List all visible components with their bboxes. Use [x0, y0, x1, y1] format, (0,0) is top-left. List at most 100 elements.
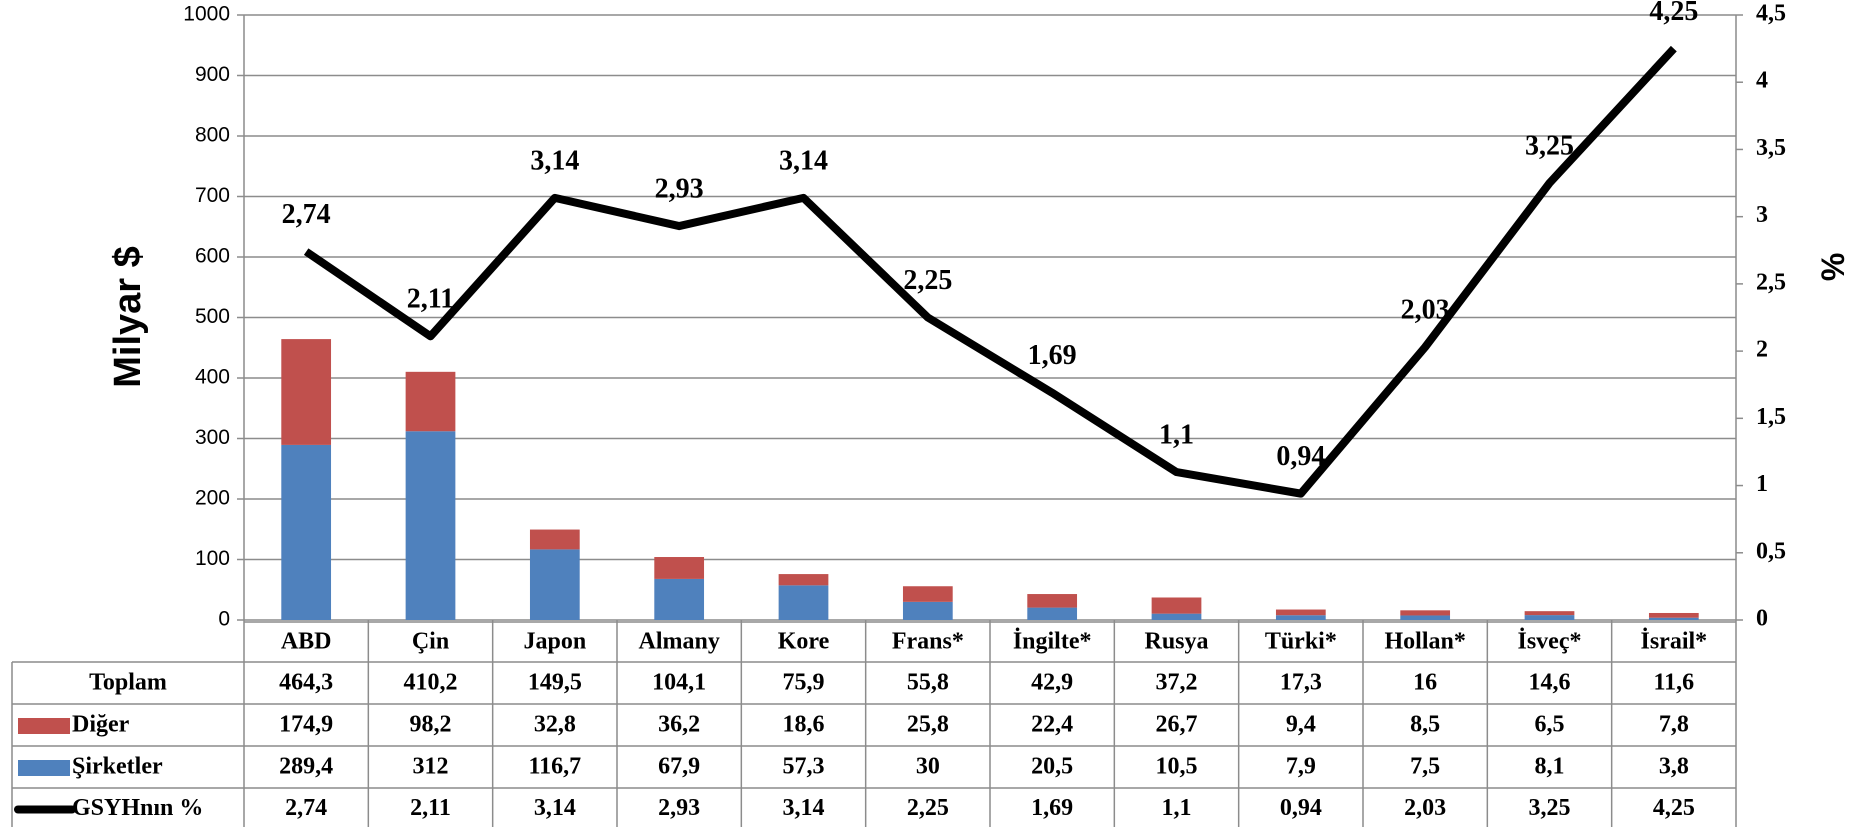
bar: [529, 529, 580, 550]
bar: [654, 578, 705, 620]
x-tick-label: ABD: [281, 629, 332, 655]
table-cell: 32,8: [534, 712, 576, 738]
y2-tick-label: 2,5: [1756, 269, 1786, 295]
bar: [281, 444, 332, 620]
table-row-label: Toplam: [89, 670, 167, 696]
table-cell: 2,93: [658, 795, 700, 821]
bar: [1275, 615, 1326, 620]
bar: [1151, 597, 1202, 614]
y2-tick-label: 1,5: [1756, 404, 1786, 430]
x-tick-label: Kore: [778, 629, 830, 655]
y2-tick-label: 4,5: [1756, 1, 1786, 27]
bar: [1027, 594, 1078, 608]
table-cell: 55,8: [907, 670, 949, 696]
data-label: 2,25: [903, 265, 952, 296]
table-cell: 312: [413, 754, 449, 780]
table-cell: 36,2: [658, 712, 700, 738]
x-tick-label: Frans*: [892, 629, 964, 655]
table-cell: 8,5: [1410, 712, 1440, 738]
legend-label: GSYHnın %: [72, 795, 203, 821]
table-cell: 26,7: [1156, 712, 1198, 738]
legend-label: Şirketler: [72, 754, 163, 780]
data-label: 2,03: [1401, 294, 1450, 325]
bar: [1524, 615, 1575, 620]
x-tick-label: Rusya: [1144, 629, 1208, 655]
bar: [1151, 613, 1202, 620]
legend-label: Diğer: [72, 712, 130, 738]
y2-tick-label: 3: [1756, 202, 1768, 228]
table-cell: 289,4: [279, 754, 333, 780]
bar: [778, 574, 829, 586]
data-label: 3,14: [530, 145, 579, 176]
table-cell: 0,94: [1280, 795, 1322, 821]
line: [303, 45, 1677, 498]
y-tick-label: 700: [195, 184, 230, 207]
table-cell: 3,14: [534, 795, 576, 821]
bar: [902, 601, 953, 620]
y-tick-label: 100: [195, 547, 230, 570]
y2-tick-label: 3,5: [1756, 135, 1786, 161]
bar: [1648, 612, 1699, 618]
x-tick-label: Türki*: [1265, 629, 1337, 655]
data-label: 4,25: [1649, 0, 1698, 27]
legend-swatch: [18, 760, 70, 776]
table-cell: 37,2: [1156, 670, 1198, 696]
y-tick-label: 300: [195, 426, 230, 449]
y2-tick-label: 0,5: [1756, 538, 1786, 564]
data-label: 3,14: [779, 145, 828, 176]
table-cell: 7,9: [1286, 754, 1316, 780]
table-cell: 75,9: [783, 670, 825, 696]
data-label: 1,69: [1028, 340, 1077, 371]
data-label: 2,93: [655, 173, 704, 204]
y2-tick-label: 4: [1756, 68, 1768, 94]
table-cell: 116,7: [528, 754, 581, 780]
data-label: 0,94: [1276, 441, 1325, 472]
bar: [1400, 615, 1451, 620]
y2-tick-label: 2: [1756, 337, 1768, 363]
y-tick-label: 1000: [183, 3, 230, 26]
table-cell: 7,8: [1659, 712, 1689, 738]
x-tick-label: İsrail*: [1640, 629, 1707, 655]
y-tick-label: 200: [195, 487, 230, 510]
y-tick-label: 900: [195, 63, 230, 86]
table-cell: 25,8: [907, 712, 949, 738]
table-cell: 149,5: [528, 670, 582, 696]
bar: [654, 557, 705, 579]
table-cell: 3,25: [1529, 795, 1571, 821]
table-cell: 2,03: [1404, 795, 1446, 821]
y-axis-label: Milyar $: [107, 246, 149, 388]
table-cell: 2,74: [285, 795, 327, 821]
data-label: 2,11: [407, 284, 454, 315]
x-tick-label: Çin: [412, 629, 449, 655]
x-tick-label: İngilte*: [1013, 629, 1092, 655]
table-cell: 67,9: [658, 754, 700, 780]
y-tick-label: 0: [218, 608, 230, 631]
table-cell: 9,4: [1286, 712, 1316, 738]
table-cell: 17,3: [1280, 670, 1322, 696]
y-tick-label: 600: [195, 245, 230, 268]
legend-swatch: [18, 718, 70, 734]
table-cell: 30: [916, 754, 940, 780]
bar: [1400, 610, 1451, 616]
table-cell: 22,4: [1031, 712, 1073, 738]
table-cell: 3,8: [1659, 754, 1689, 780]
data-label: 2,74: [282, 199, 331, 230]
table-cell: 11,6: [1653, 670, 1694, 696]
table-cell: 20,5: [1031, 754, 1073, 780]
x-tick-label: Almany: [638, 629, 719, 655]
bar: [529, 549, 580, 620]
table-cell: 4,25: [1653, 795, 1695, 821]
table-cell: 410,2: [404, 670, 458, 696]
table-cell: 14,6: [1529, 670, 1571, 696]
bar: [1524, 611, 1575, 616]
table-cell: 104,1: [652, 670, 706, 696]
bar: [1648, 617, 1699, 620]
table-cell: 16: [1413, 670, 1437, 696]
table-cell: 98,2: [410, 712, 452, 738]
x-tick-label: Japon: [523, 629, 586, 655]
data-label: 1,1: [1159, 420, 1194, 451]
table-cell: 2,25: [907, 795, 949, 821]
data-label: 3,25: [1525, 130, 1574, 161]
table-cell: 174,9: [279, 712, 333, 738]
